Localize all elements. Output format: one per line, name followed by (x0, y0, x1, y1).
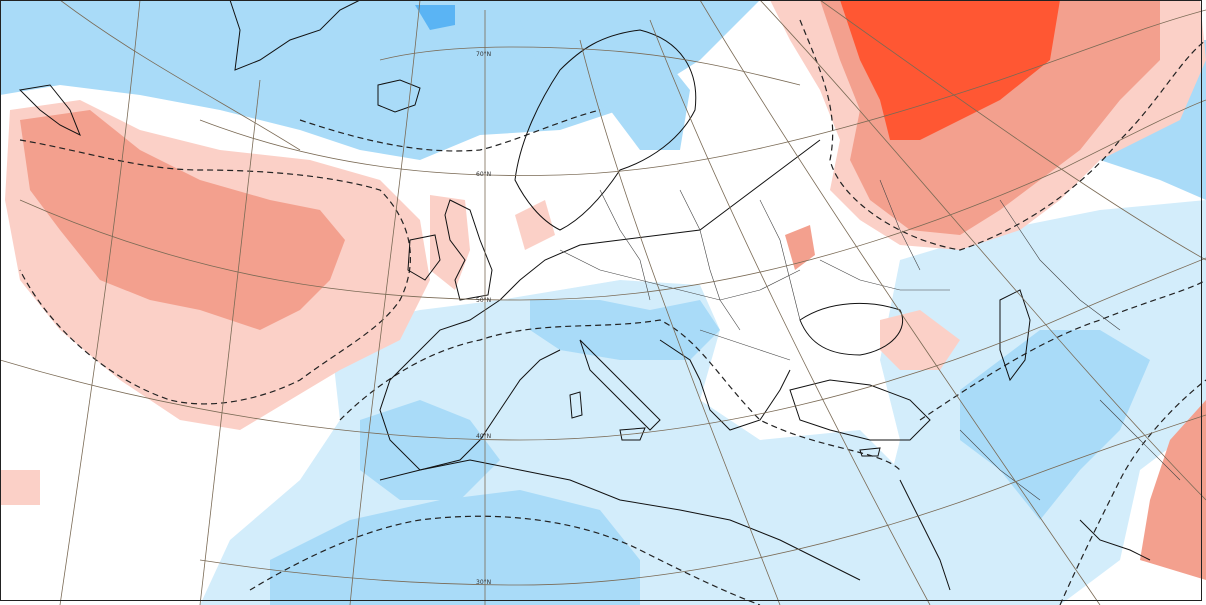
warm-region-uk-west (430, 195, 470, 290)
lat-label-40: 40°N (476, 433, 491, 440)
lat-label-70: 70°N (476, 51, 491, 58)
coast-turkey (789, 379, 931, 441)
lon-8 (759, 0, 1206, 501)
warm-region-east-edge (1140, 400, 1206, 580)
warm-region-north-sea (515, 200, 555, 250)
coast-iceland (377, 79, 421, 113)
warm-region-atlantic-medium (20, 110, 345, 330)
coast-black-sea (799, 303, 904, 356)
lon-1 (59, 0, 141, 605)
border-8 (999, 199, 1121, 331)
lat-arc-40 (0, 257, 1206, 441)
lat-label-50: 50°N (476, 297, 491, 304)
warm-region-turkey (880, 310, 960, 370)
cold-region-mediterranean-medium (360, 400, 500, 500)
contour-atlantic (19, 139, 411, 405)
warm-anomaly-layer (0, 0, 1206, 580)
coast-greenland (229, 0, 361, 71)
coast-greenland-south (18, 84, 81, 137)
lon-3 (349, 0, 421, 605)
lon-5 (579, 39, 781, 605)
warm-region-ukraine (785, 225, 815, 270)
coast-scandinavia (514, 29, 697, 231)
cold-region-north-africa (270, 490, 640, 605)
coast-europe-main (379, 139, 821, 471)
lat-label-30: 30°N (476, 579, 491, 586)
border-2 (599, 189, 651, 301)
cold-region-scandinavia (520, 20, 690, 150)
lat-arc-30 (199, 414, 1206, 586)
coast-balkans (659, 339, 791, 431)
lon-9 (819, 0, 1206, 261)
warm-region-russia-strong (840, 0, 1060, 140)
country-borders (559, 179, 1181, 501)
coast-persian-gulf (1079, 519, 1151, 561)
border-4 (759, 199, 801, 321)
dashed-contours (19, 19, 1206, 605)
border-1 (559, 249, 801, 301)
coast-north-africa (379, 459, 861, 581)
border-9 (1099, 399, 1181, 481)
cold-region-east-medium (960, 330, 1150, 520)
border-7 (879, 179, 921, 271)
border-3 (679, 189, 741, 331)
cold-region-arctic-strong (415, 5, 455, 30)
coast-sardinia (569, 391, 583, 419)
contour-east-south (1059, 379, 1206, 605)
coast-italy (579, 339, 661, 431)
coast-cyprus (859, 447, 881, 457)
coastlines (18, 0, 1151, 591)
lat-label-60: 60°N (476, 171, 491, 178)
contour-africa (249, 515, 761, 605)
coast-ireland (407, 234, 441, 281)
cold-region-alps (530, 300, 720, 360)
latitude-labels: 70°N 60°N 50°N 40°N 30°N (476, 51, 491, 586)
lon-10 (59, 0, 301, 151)
border-10 (959, 429, 1041, 501)
contour-east (919, 279, 1206, 421)
border-5 (819, 259, 950, 291)
contour-arctic (299, 109, 601, 152)
border-6 (699, 329, 791, 361)
lon-6 (649, 19, 931, 605)
contour-mediterranean (339, 319, 901, 471)
coast-red-sea (899, 479, 951, 591)
lon-7 (699, 0, 1101, 605)
coast-sicily (619, 427, 646, 441)
coast-uk (444, 199, 493, 301)
coast-caspian (999, 289, 1031, 382)
lat-arc-50 (19, 99, 1206, 301)
contour-russia (799, 19, 1206, 251)
warm-region-west-edge (0, 470, 40, 505)
lat-arc-60 (199, 9, 1206, 176)
